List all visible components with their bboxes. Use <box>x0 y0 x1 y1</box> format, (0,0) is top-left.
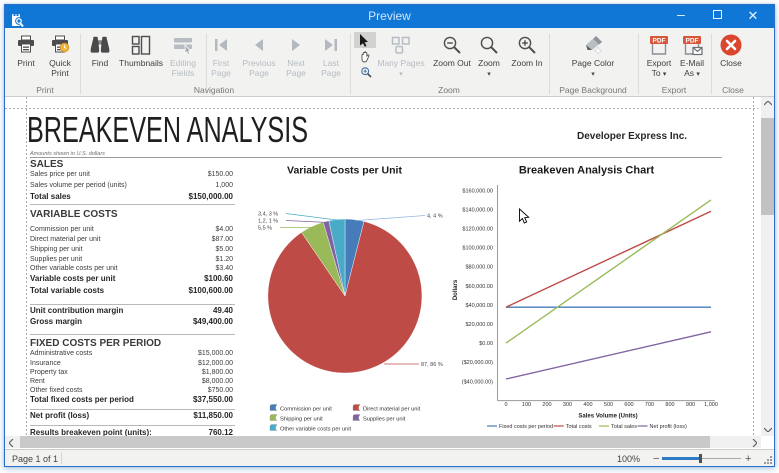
svg-text:$100,000.00: $100,000.00 <box>462 246 493 252</box>
svg-text:0: 0 <box>504 402 507 408</box>
svg-text:$160,000.00: $160,000.00 <box>462 188 493 194</box>
svg-text:500: 500 <box>604 402 613 408</box>
svg-text:($20,000.00): ($20,000.00) <box>462 360 493 366</box>
svg-text:1,000: 1,000 <box>704 402 718 408</box>
svg-text:4, 4 %: 4, 4 % <box>427 214 443 220</box>
svg-text:$0.00: $0.00 <box>479 341 493 347</box>
svg-text:$140,000.00: $140,000.00 <box>462 207 493 213</box>
svg-text:Total sales: Total sales <box>611 424 637 430</box>
svg-text:$60,000.00: $60,000.00 <box>465 284 493 290</box>
svg-text:$20,000.00: $20,000.00 <box>465 322 493 328</box>
svg-text:Fixed costs per period: Fixed costs per period <box>499 424 553 430</box>
svg-text:Dollars: Dollars <box>453 279 459 300</box>
svg-text:900: 900 <box>686 402 695 408</box>
svg-text:$120,000.00: $120,000.00 <box>462 227 493 233</box>
svg-text:PDF: PDF <box>686 38 699 45</box>
svg-text:Variable Costs per Unit: Variable Costs per Unit <box>287 165 402 177</box>
svg-text:($40,000.00): ($40,000.00) <box>462 379 493 385</box>
svg-text:700: 700 <box>645 402 654 408</box>
svg-text:3,4, 3 %: 3,4, 3 % <box>258 212 278 218</box>
svg-text:400: 400 <box>583 402 592 408</box>
svg-text:1,2, 1 %: 1,2, 1 % <box>258 219 278 225</box>
svg-text:5,5 %: 5,5 % <box>258 226 272 232</box>
svg-text:Total costs: Total costs <box>566 424 592 430</box>
svg-text:100: 100 <box>522 402 531 408</box>
svg-text:Net profit (loss): Net profit (loss) <box>650 424 687 430</box>
svg-text:600: 600 <box>624 402 633 408</box>
svg-text:$80,000.00: $80,000.00 <box>465 265 493 271</box>
svg-text:300: 300 <box>563 402 572 408</box>
svg-text:PDF: PDF <box>653 38 666 45</box>
svg-text:Breakeven Analysis Chart: Breakeven Analysis Chart <box>519 165 655 177</box>
svg-text:$40,000.00: $40,000.00 <box>465 303 493 309</box>
svg-text:87, 86 %: 87, 86 % <box>421 362 443 368</box>
svg-text:Sales Volume (Units): Sales Volume (Units) <box>578 414 637 420</box>
svg-text:Commission per unit: Commission per unit <box>280 407 332 413</box>
svg-text:800: 800 <box>665 402 674 408</box>
svg-text:200: 200 <box>542 402 551 408</box>
svg-text:Supplies per unit: Supplies per unit <box>363 417 406 423</box>
svg-text:Other variable costs per unit: Other variable costs per unit <box>280 427 352 433</box>
svg-text:Shipping per unit: Shipping per unit <box>280 417 323 423</box>
svg-text:Direct material per unit: Direct material per unit <box>363 407 421 413</box>
